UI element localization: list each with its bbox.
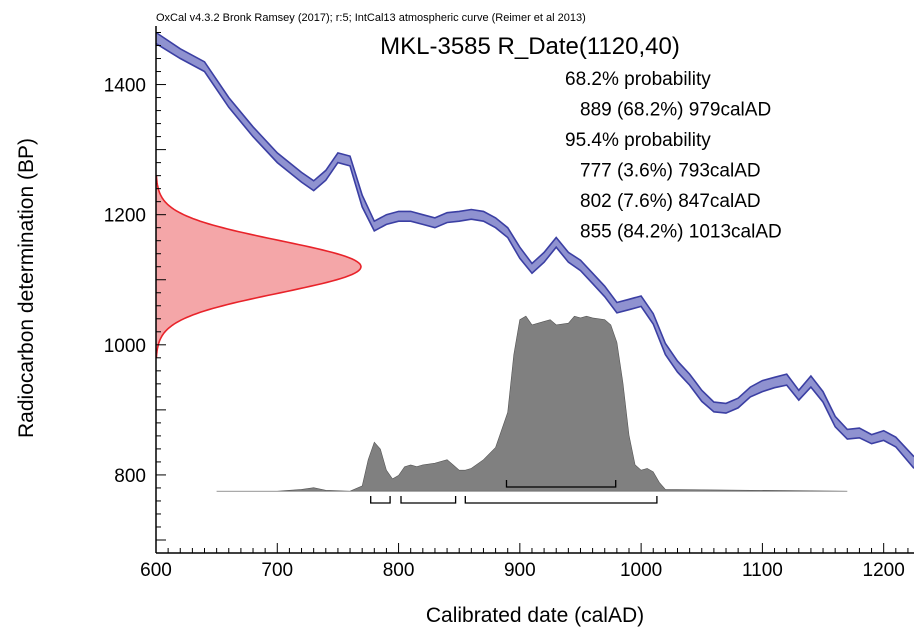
calibration-curve-upper [155,31,914,458]
calibrated-distribution-layer [216,315,848,492]
x-tick-label: 1100 [742,560,783,581]
probability-annotations: 68.2% probability 889 (68.2%) 979calAD 95.… [565,69,782,243]
y-tick-label: 1000 [104,336,146,357]
hpd-95-range-0 [370,496,391,504]
hpd-95-range-1 [400,496,457,504]
x-tick-label: 600 [140,560,172,581]
x-axis-label: Calibrated date (calAD) [426,604,644,627]
x-tick-label: 900 [504,560,536,581]
calibration-curve-layer [155,31,914,469]
radiocarbon-date-outline [155,175,362,358]
annotation-3: 777 (3.6%) 793calAD [580,161,761,182]
annotation-1: 889 (68.2%) 979calAD [580,100,771,121]
radiocarbon-date-layer [155,175,362,358]
x-tick-label: 800 [383,560,415,581]
chart-title: MKL-3585 R_Date(1120,40) [380,33,680,60]
annotation-2: 95.4% probability [565,130,711,151]
y-tick-label: 800 [114,466,146,487]
radiocarbon-date-fill [156,175,361,358]
x-tick-label: 1200 [863,560,905,581]
hpd-68-range-0 [505,480,617,488]
y-axis-label: Radiocarbon determination (BP) [15,138,38,438]
axis-ticks: 600 700 800 900 1000 1100 1200 800 1000 1200 1400 [104,32,909,581]
software-header: OxCal v4.3.2 Bronk Ramsey (2017); r:5; I… [156,12,586,24]
annotation-0: 68.2% probability [565,69,711,90]
y-tick-label: 1200 [104,206,146,227]
calibration-curve-lower [155,42,914,469]
x-tick-label: 700 [261,560,293,581]
hpd-95-range-2 [464,496,658,504]
annotation-5: 855 (84.2%) 1013calAD [580,222,782,243]
calibrated-distribution [216,315,848,492]
annotation-4: 802 (7.6%) 847calAD [580,191,761,212]
y-tick-label: 1400 [104,76,146,97]
calibration-curve-band [156,32,914,469]
x-tick-label: 1000 [620,560,662,581]
hpd-range-brackets [370,480,658,504]
